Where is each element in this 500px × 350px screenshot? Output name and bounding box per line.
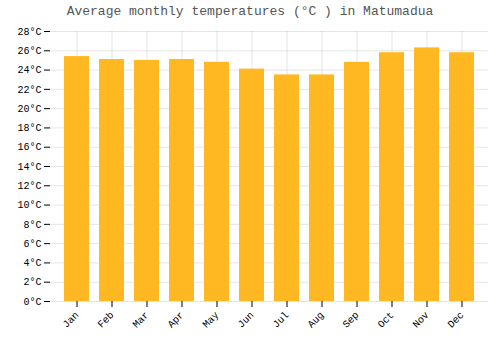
svg-text:6°C: 6°C	[23, 239, 41, 250]
svg-text:18°C: 18°C	[17, 123, 41, 134]
svg-text:Dec: Dec	[446, 310, 467, 331]
svg-text:Jul: Jul	[271, 310, 292, 331]
svg-text:Aug: Aug	[306, 310, 327, 331]
svg-text:20°C: 20°C	[17, 104, 41, 115]
svg-text:Jun: Jun	[236, 310, 257, 331]
html-text:Average monthly temperatures (: Average monthly temperatures (°C ) in Ma…	[66, 4, 434, 19]
svg-text:Oct: Oct	[376, 310, 397, 331]
svg-text:Apr: Apr	[166, 310, 187, 331]
svg-text:4°C: 4°C	[23, 258, 41, 269]
svg-text:Mar: Mar	[131, 310, 152, 331]
svg-text:May: May	[201, 310, 222, 331]
svg-text:22°C: 22°C	[17, 85, 41, 96]
svg-text:0°C: 0°C	[23, 297, 41, 308]
svg-text:16°C: 16°C	[17, 142, 41, 153]
svg-text:Nov: Nov	[411, 310, 432, 331]
svg-text:10°C: 10°C	[17, 200, 41, 211]
svg-text:24°C: 24°C	[17, 65, 41, 76]
svg-text:Feb: Feb	[96, 310, 117, 331]
svg-text:28°C: 28°C	[17, 27, 41, 38]
svg-text:Sep: Sep	[341, 310, 362, 331]
svg-text:Jan: Jan	[61, 310, 82, 331]
svg-text:12°C: 12°C	[17, 181, 41, 192]
svg-text:2°C: 2°C	[23, 277, 41, 288]
svg-text:26°C: 26°C	[17, 46, 41, 57]
svg-text:8°C: 8°C	[23, 220, 41, 231]
svg-text:14°C: 14°C	[17, 162, 41, 173]
